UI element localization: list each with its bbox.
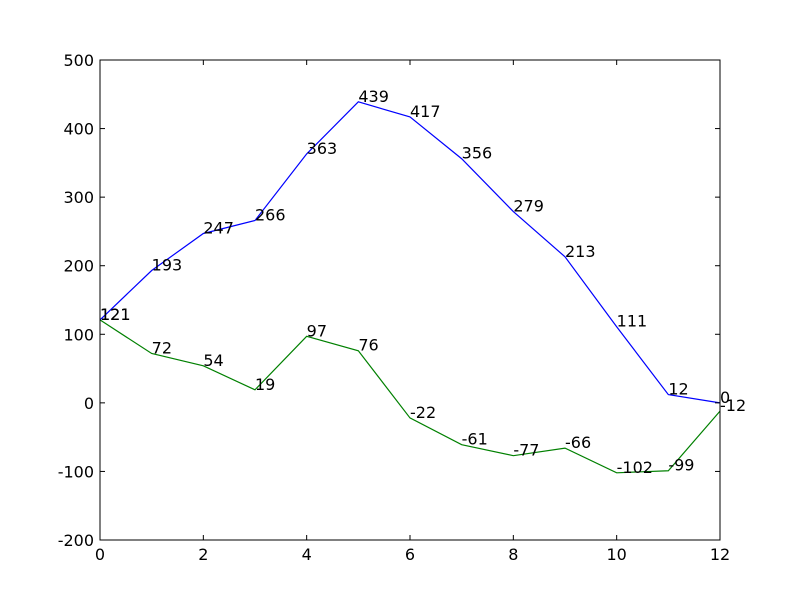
series-2-data-label: 76: [358, 336, 378, 355]
series-1-data-label: 417: [410, 102, 441, 121]
series-2-line: [99, 319, 721, 474]
series-2-data-label: 54: [203, 351, 223, 370]
series-2-data-label: 97: [307, 321, 327, 340]
series-1-data-label: 111: [617, 312, 648, 331]
series-1-data-label: 247: [203, 218, 234, 237]
x-tick-label: 2: [198, 545, 208, 564]
series-2-data-label: -102: [617, 458, 653, 477]
series-2-data-label: -99: [668, 456, 694, 475]
x-tick-label: 0: [95, 545, 105, 564]
series-2-data-label: -22: [410, 403, 436, 422]
series-1-data-label: 439: [358, 87, 389, 106]
y-tick-label: 200: [63, 257, 94, 276]
y-tick-label: 500: [63, 51, 94, 70]
series-1-data-label: 279: [513, 197, 544, 216]
series-2-data-label: -77: [513, 441, 539, 460]
series-2-data-label: -61: [462, 430, 488, 449]
y-tick-label: 300: [63, 188, 94, 207]
series-2-data-label: -12: [720, 396, 746, 415]
axes: 0 2 4 6 8 10 12 -200 -100 0 100 200 300 400 500: [58, 51, 730, 564]
series-1-data-label: 213: [565, 242, 596, 261]
series-1-data-label: 193: [152, 256, 183, 275]
series-1-data-label: 121: [100, 305, 131, 324]
series-2-data-label: 19: [255, 375, 275, 394]
y-tick-label: 0: [84, 394, 94, 413]
x-tick-label: 12: [710, 545, 730, 564]
series-1-line: [99, 101, 721, 404]
x-tick-label: 4: [302, 545, 312, 564]
series-2-data-label: 121: [100, 305, 131, 324]
x-tick-label: 6: [405, 545, 415, 564]
series-1-data-label: 12: [668, 380, 688, 399]
series-2-data-label: -66: [565, 433, 591, 452]
y-tick-label: 100: [63, 325, 94, 344]
series-1-data-label: 356: [462, 144, 493, 163]
series-1-data-label: 266: [255, 205, 286, 224]
y-tick-label: -200: [58, 531, 94, 550]
x-tick-label: 10: [606, 545, 626, 564]
series-1-data-label: 0: [720, 388, 730, 407]
y-tick-label: 400: [63, 120, 94, 139]
x-tick-label: 8: [508, 545, 518, 564]
y-tick-label: -100: [58, 462, 94, 481]
series-2-data-label: 72: [152, 338, 172, 357]
series-1-data-label: 363: [307, 139, 338, 158]
